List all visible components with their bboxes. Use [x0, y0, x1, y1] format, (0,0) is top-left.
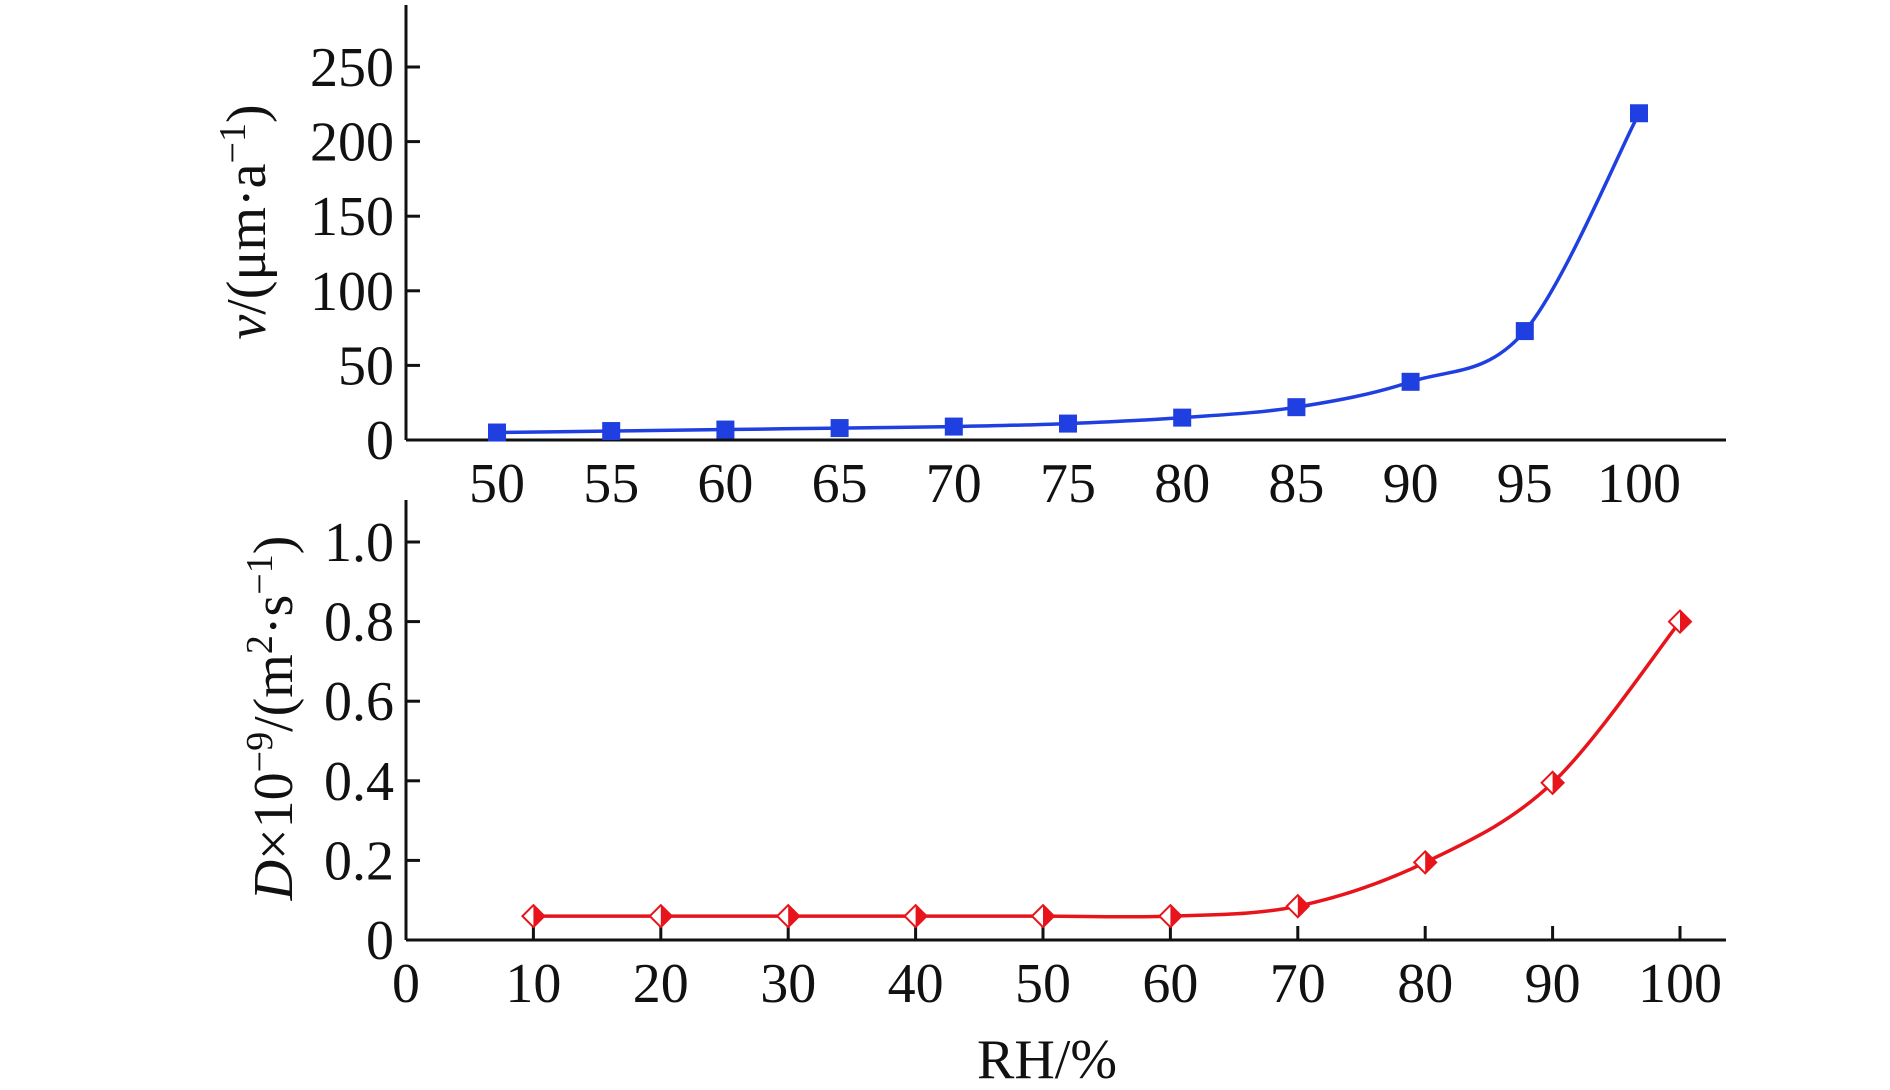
bottom-ylabel-italic: D — [243, 860, 305, 901]
bottom-x-tick-label: 40 — [888, 953, 944, 1015]
top-x-tick-label: 80 — [1154, 453, 1210, 515]
top-ylabel-end: ) — [216, 104, 278, 123]
bottom-data-point — [1285, 893, 1311, 919]
top-x-tick-label: 90 — [1383, 453, 1439, 515]
bottom-ylabel-rest1: ×10 — [243, 772, 305, 860]
bottom-x-ticks: 0 10 20 30 40 50 60 70 80 90 100 — [392, 926, 1722, 1015]
bottom-y-tick-label: 1.0 — [324, 512, 394, 574]
bottom-y-tick-label: 0.6 — [324, 671, 394, 733]
top-y-tick-label: 100 — [310, 261, 394, 323]
top-data-point — [716, 420, 735, 439]
bottom-x-tick-label: 30 — [760, 953, 816, 1015]
bottom-x-tick-label: 70 — [1270, 953, 1326, 1015]
bottom-x-tick-label: 90 — [1525, 953, 1581, 1015]
top-x-tick-label: 65 — [812, 453, 868, 515]
top-x-tick-label: 70 — [926, 453, 982, 515]
top-series-line — [496, 112, 1641, 435]
bottom-y-axis-title: D×10−9/(m2·s−1) — [239, 536, 305, 902]
diamond-fill-half — [1297, 895, 1309, 918]
top-ylabel-sup: −1 — [212, 123, 254, 163]
top-x-tick-label: 75 — [1040, 453, 1096, 515]
bottom-ylabel-rest2: /(m — [243, 654, 305, 732]
bottom-data-point — [775, 903, 801, 929]
bottom-x-axis-title: RH/% — [977, 1029, 1117, 1090]
top-y-tick-label: 50 — [338, 335, 394, 397]
bottom-x-tick-label: 0 — [392, 953, 420, 1015]
top-data-point — [602, 422, 621, 441]
bottom-x-tick-label: 80 — [1397, 953, 1453, 1015]
diamond-fill-half — [660, 905, 672, 928]
bottom-ylabel-sup1: −9 — [239, 732, 281, 772]
diamond-fill-half — [533, 905, 545, 928]
top-y-tick-label: 250 — [310, 37, 394, 99]
bottom-x-tick-label: 60 — [1142, 953, 1198, 1015]
top-data-point — [1287, 398, 1306, 417]
bottom-x-tick-label: 50 — [1015, 953, 1071, 1015]
top-data-point — [830, 419, 849, 438]
bottom-data-point — [648, 903, 674, 929]
diamond-fill-half — [788, 905, 800, 928]
top-y-tick-label: 150 — [310, 186, 394, 248]
bottom-y-tick-label: 0.8 — [324, 592, 394, 654]
bottom-series-line — [533, 620, 1682, 919]
top-data-point — [488, 423, 506, 442]
bottom-data-point — [520, 903, 546, 929]
bottom-y-tick-label: 0.4 — [324, 751, 394, 813]
bottom-y-ticks: 0 0.2 0.4 0.6 0.8 1.0 — [324, 512, 420, 972]
bottom-data-point — [1030, 903, 1056, 929]
top-y-tick-label: 200 — [310, 112, 394, 174]
top-x-tick-label: 55 — [583, 453, 639, 515]
top-series — [488, 104, 1648, 442]
diamond-fill-half — [1043, 905, 1054, 928]
top-x-tick-label: 60 — [697, 453, 753, 515]
bottom-data-point — [1157, 903, 1183, 929]
bottom-chart: 00.20.40.60.81.0 0 10 20 30 40 50 60 70 80 90 100 … — [239, 500, 1726, 1090]
diamond-fill-half — [1552, 771, 1564, 794]
bottom-data-point — [1540, 770, 1566, 796]
top-x-ticks: 50 55 60 65 70 75 80 85 90 95 100 — [469, 453, 1681, 515]
bottom-data-point — [1412, 849, 1438, 875]
top-data-point — [1515, 322, 1534, 341]
bottom-ylabel-sup3: −1 — [239, 554, 281, 594]
bottom-ylabel-sup2: 2 — [239, 635, 281, 654]
bottom-x-tick-label: 10 — [505, 953, 561, 1015]
diamond-fill-half — [1425, 851, 1437, 874]
top-data-point — [1630, 104, 1648, 123]
top-ylabel-rest: /(μm·a — [216, 163, 278, 314]
bottom-ylabel-end: ) — [243, 536, 305, 555]
top-y-ticks: 0 50 100 150 200 250 — [310, 37, 420, 472]
top-data-point — [1173, 408, 1192, 427]
top-x-tick-label: 100 — [1597, 453, 1681, 515]
bottom-data-point — [903, 903, 929, 929]
top-y-axis-title: v/(μm·a−1) — [212, 104, 278, 339]
diamond-fill-half — [915, 905, 927, 928]
bottom-data-point — [1667, 609, 1693, 635]
top-x-tick-label: 50 — [469, 453, 525, 515]
top-ylabel-italic: v — [216, 315, 278, 340]
diamond-fill-half — [1170, 905, 1182, 928]
diamond-fill-half — [1680, 610, 1691, 633]
bottom-x-tick-label: 20 — [633, 953, 689, 1015]
top-y-tick-label: 0 — [366, 410, 394, 472]
top-data-point — [944, 417, 963, 436]
bottom-x-tick-label: 100 — [1638, 953, 1722, 1015]
top-x-tick-label: 85 — [1268, 453, 1324, 515]
bottom-series — [520, 609, 1693, 929]
top-data-point — [1059, 414, 1077, 433]
top-x-tick-label: 95 — [1497, 453, 1553, 515]
top-data-point — [1401, 372, 1420, 391]
bottom-y-tick-label: 0.2 — [324, 830, 394, 892]
bottom-ylabel-rest3: ·s — [243, 595, 305, 635]
bottom-y-tick-label: 0 — [366, 910, 394, 972]
